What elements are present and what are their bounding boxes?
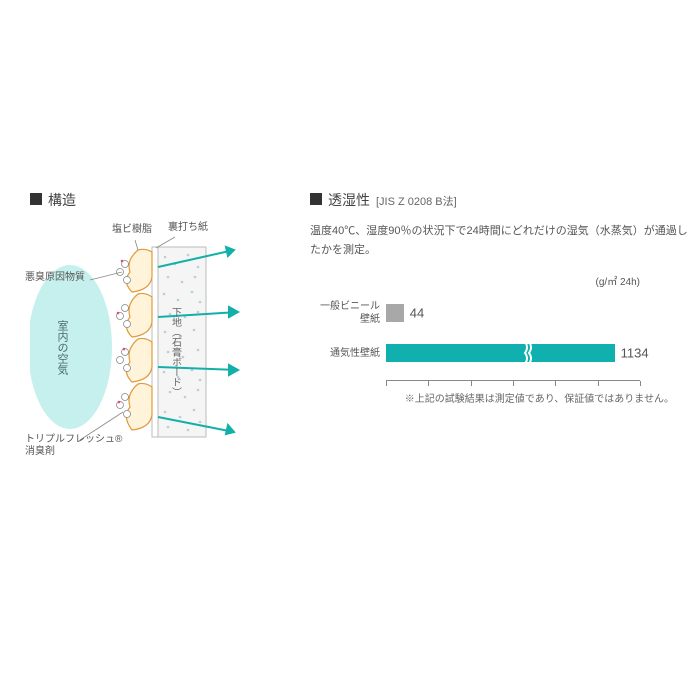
label-odor-substance: 悪臭原因物質 bbox=[25, 272, 85, 284]
permeability-title-text: 透湿性 bbox=[328, 190, 370, 210]
chart-footnote: ※上記の試験結果は測定値であり、保証値ではありません。 bbox=[310, 390, 680, 405]
bar-fill: 44 bbox=[386, 304, 404, 322]
bar-value: 44 bbox=[410, 306, 424, 321]
permeability-subtitle: [JIS Z 0208 B法] bbox=[376, 193, 457, 209]
bar-label: 通気性壁紙 bbox=[310, 347, 386, 360]
diagram-svg: 室内の空気 下地（石膏ボード） bbox=[30, 222, 260, 452]
permeability-title: 透湿性 [JIS Z 0208 B法] bbox=[310, 190, 690, 210]
svg-text:下地（石膏ボード）: 下地（石膏ボード） bbox=[170, 307, 182, 397]
svg-text:室内の空気: 室内の空気 bbox=[56, 319, 69, 376]
chart-axis bbox=[386, 380, 640, 386]
structure-section: 構造 bbox=[30, 190, 290, 452]
bar-break-icon bbox=[523, 342, 533, 364]
permeability-section: 透湿性 [JIS Z 0208 B法] 温度40℃、湿度90％の状況下で24時間… bbox=[290, 190, 690, 452]
structure-diagram: 室内の空気 下地（石膏ボード） 塩ビ樹脂 裏打ち紙 悪臭原因物質 トリプルフレッ… bbox=[30, 222, 260, 452]
bar-label: 一般ビニール 壁紙 bbox=[310, 300, 386, 326]
label-deodorizer: トリプルフレッシュ® 消臭剤 bbox=[25, 434, 122, 458]
bar-fill: 1134 bbox=[386, 344, 615, 362]
permeability-chart: (g/㎡ 24h) 一般ビニール 壁紙44通気性壁紙1134 ※上記の試験結果は… bbox=[310, 273, 690, 405]
bar-value: 1134 bbox=[621, 346, 649, 361]
structure-title-text: 構造 bbox=[48, 190, 76, 210]
title-square-icon bbox=[30, 193, 42, 205]
title-square-icon bbox=[310, 193, 322, 205]
chart-unit: (g/㎡ 24h) bbox=[310, 273, 680, 288]
label-vinyl-resin: 塩ビ樹脂 bbox=[112, 224, 152, 236]
bar-row: 一般ビニール 壁紙44 bbox=[310, 300, 680, 326]
structure-title: 構造 bbox=[30, 190, 290, 210]
label-backing-paper: 裏打ち紙 bbox=[168, 222, 208, 234]
permeability-description: 温度40℃、湿度90％の状況下で24時間にどれだけの湿気（水蒸気）が通過したかを… bbox=[310, 222, 690, 259]
bar-row: 通気性壁紙1134 bbox=[310, 344, 680, 362]
